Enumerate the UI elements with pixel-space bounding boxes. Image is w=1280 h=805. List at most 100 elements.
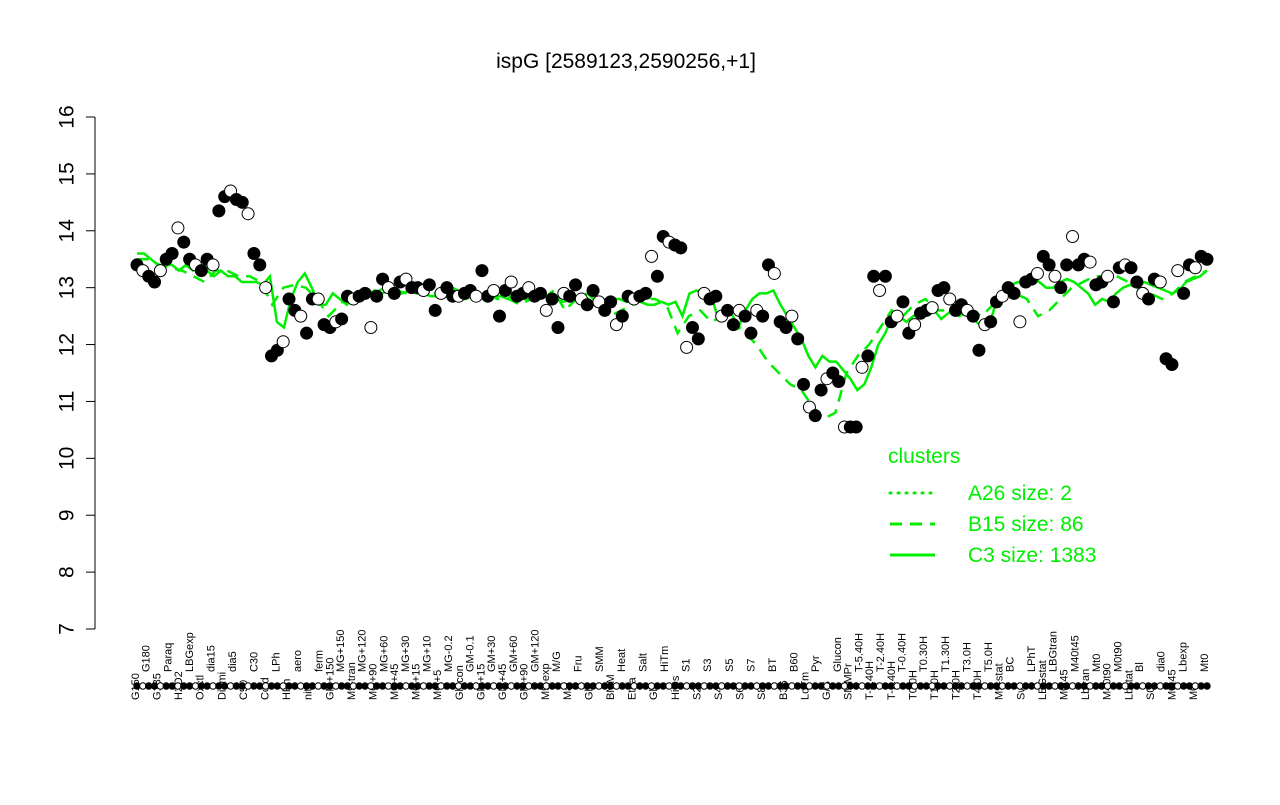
data-point [580, 298, 594, 312]
x-tick-label: GM+30 [486, 636, 498, 672]
x-tick-label: Lbexp [1177, 642, 1189, 672]
data-point [422, 278, 436, 292]
data-point [808, 409, 822, 423]
data-point [615, 309, 629, 323]
x-tick-label: C30 [249, 652, 261, 672]
data-point [650, 269, 664, 283]
data-point [1054, 281, 1068, 295]
y-tick-label: 12 [56, 333, 79, 356]
data-point [791, 332, 805, 346]
data-point [165, 247, 179, 261]
data-point [235, 195, 249, 209]
data-point [569, 278, 583, 292]
data-point [206, 258, 220, 272]
x-tick-label: HiTm [659, 646, 671, 672]
data-point [972, 343, 986, 357]
x-tick-label: MG+90 [367, 664, 379, 700]
x-tick-label: T3.0H [961, 642, 973, 672]
data-point [551, 320, 565, 334]
x-tick-label: nit [303, 688, 315, 700]
x-tick-label: LBGstat [1037, 660, 1049, 700]
y-tick-label: 9 [56, 509, 79, 521]
x-tick-label: Salt [637, 653, 649, 672]
data-points [130, 184, 1214, 434]
data-point [726, 318, 740, 332]
data-point [639, 286, 653, 300]
x-tick-label: LPhT [1026, 645, 1038, 672]
data-point [984, 315, 998, 329]
x-tick-label: MG+30 [400, 636, 412, 672]
data-point [171, 221, 185, 235]
data-point [878, 269, 892, 283]
x-tick-label: MG+150 [335, 630, 347, 673]
x-tick-label: BC [1005, 657, 1017, 672]
data-point [756, 309, 770, 323]
x-tick-label: G180 [141, 645, 153, 672]
x-tick-label: M9-stat [994, 663, 1006, 700]
data-point [1171, 264, 1185, 278]
data-point [832, 375, 846, 389]
data-point [1060, 258, 1074, 272]
x-tick-label: MG+15 [411, 664, 423, 700]
data-point [943, 292, 957, 306]
data-point [873, 284, 887, 298]
data-point [212, 204, 226, 218]
x-tick-label: B60 [789, 652, 801, 672]
y-tick-label: 15 [56, 162, 79, 185]
legend-title: clusters [888, 445, 960, 468]
data-point [1153, 275, 1167, 289]
x-tick-label: dia5 [227, 651, 239, 672]
data-point [1124, 261, 1138, 275]
x-tick-label: GM+150 [324, 658, 336, 701]
x-tick-label: S1 [681, 659, 693, 672]
data-point [1188, 261, 1202, 275]
data-point [691, 332, 705, 346]
data-point [785, 309, 799, 323]
data-point [1130, 275, 1144, 289]
x-tick-label: T-5.40H [853, 633, 865, 672]
data-point [358, 286, 372, 300]
data-point [738, 309, 752, 323]
x-tick-label: MG+60 [378, 636, 390, 672]
x-tick-label: MG-0.2 [443, 635, 455, 672]
x-tick-label: aero [292, 650, 304, 672]
data-point [925, 301, 939, 315]
x-tick-label: Mt0 [1091, 654, 1103, 672]
data-point [364, 320, 378, 334]
x-tick-label: SMM [594, 646, 606, 672]
y-tick-label: 10 [56, 447, 79, 470]
x-tick-label: Glucon [832, 637, 844, 672]
data-point [1042, 258, 1056, 272]
y-axis: 7 8 9 10 11 12 13 14 15 16 [56, 105, 96, 635]
data-point [1030, 266, 1044, 280]
y-tick-label: 13 [56, 276, 79, 299]
x-tick-label: T-3.40H [864, 661, 876, 700]
data-point [148, 275, 162, 289]
x-tick-label: ferm [313, 650, 325, 672]
x-tick-label: M/G [551, 651, 563, 672]
data-point [370, 289, 384, 303]
x-tick-label: M0t90 [1113, 641, 1125, 672]
x-tick-label: GM+45 [497, 664, 509, 700]
data-point [311, 292, 325, 306]
data-point [797, 377, 811, 391]
data-point [849, 420, 863, 434]
x-tick-label: S7 [745, 659, 757, 672]
data-point [1013, 315, 1027, 329]
data-point [300, 326, 314, 340]
x-axis: G150G180G135ParaqH2O2LBGexpOxctldia15Dia… [130, 630, 1211, 701]
data-point [487, 284, 501, 298]
x-tick-label: GM+60 [508, 636, 520, 672]
data-point [153, 264, 167, 278]
x-tick-label: T-0.40H [897, 633, 909, 672]
x-tick-label: GM+15 [475, 664, 487, 700]
data-point [744, 326, 758, 340]
x-tick-label: MG+120 [357, 630, 369, 673]
data-point [253, 258, 267, 272]
x-tick-label: T-1.40H [886, 661, 898, 700]
x-tick-label: M9-tran [346, 662, 358, 700]
data-point [674, 241, 688, 255]
x-tick-label: Mt0 [1199, 654, 1211, 672]
x-tick-label: S0 [1145, 687, 1157, 700]
data-point [867, 269, 881, 283]
